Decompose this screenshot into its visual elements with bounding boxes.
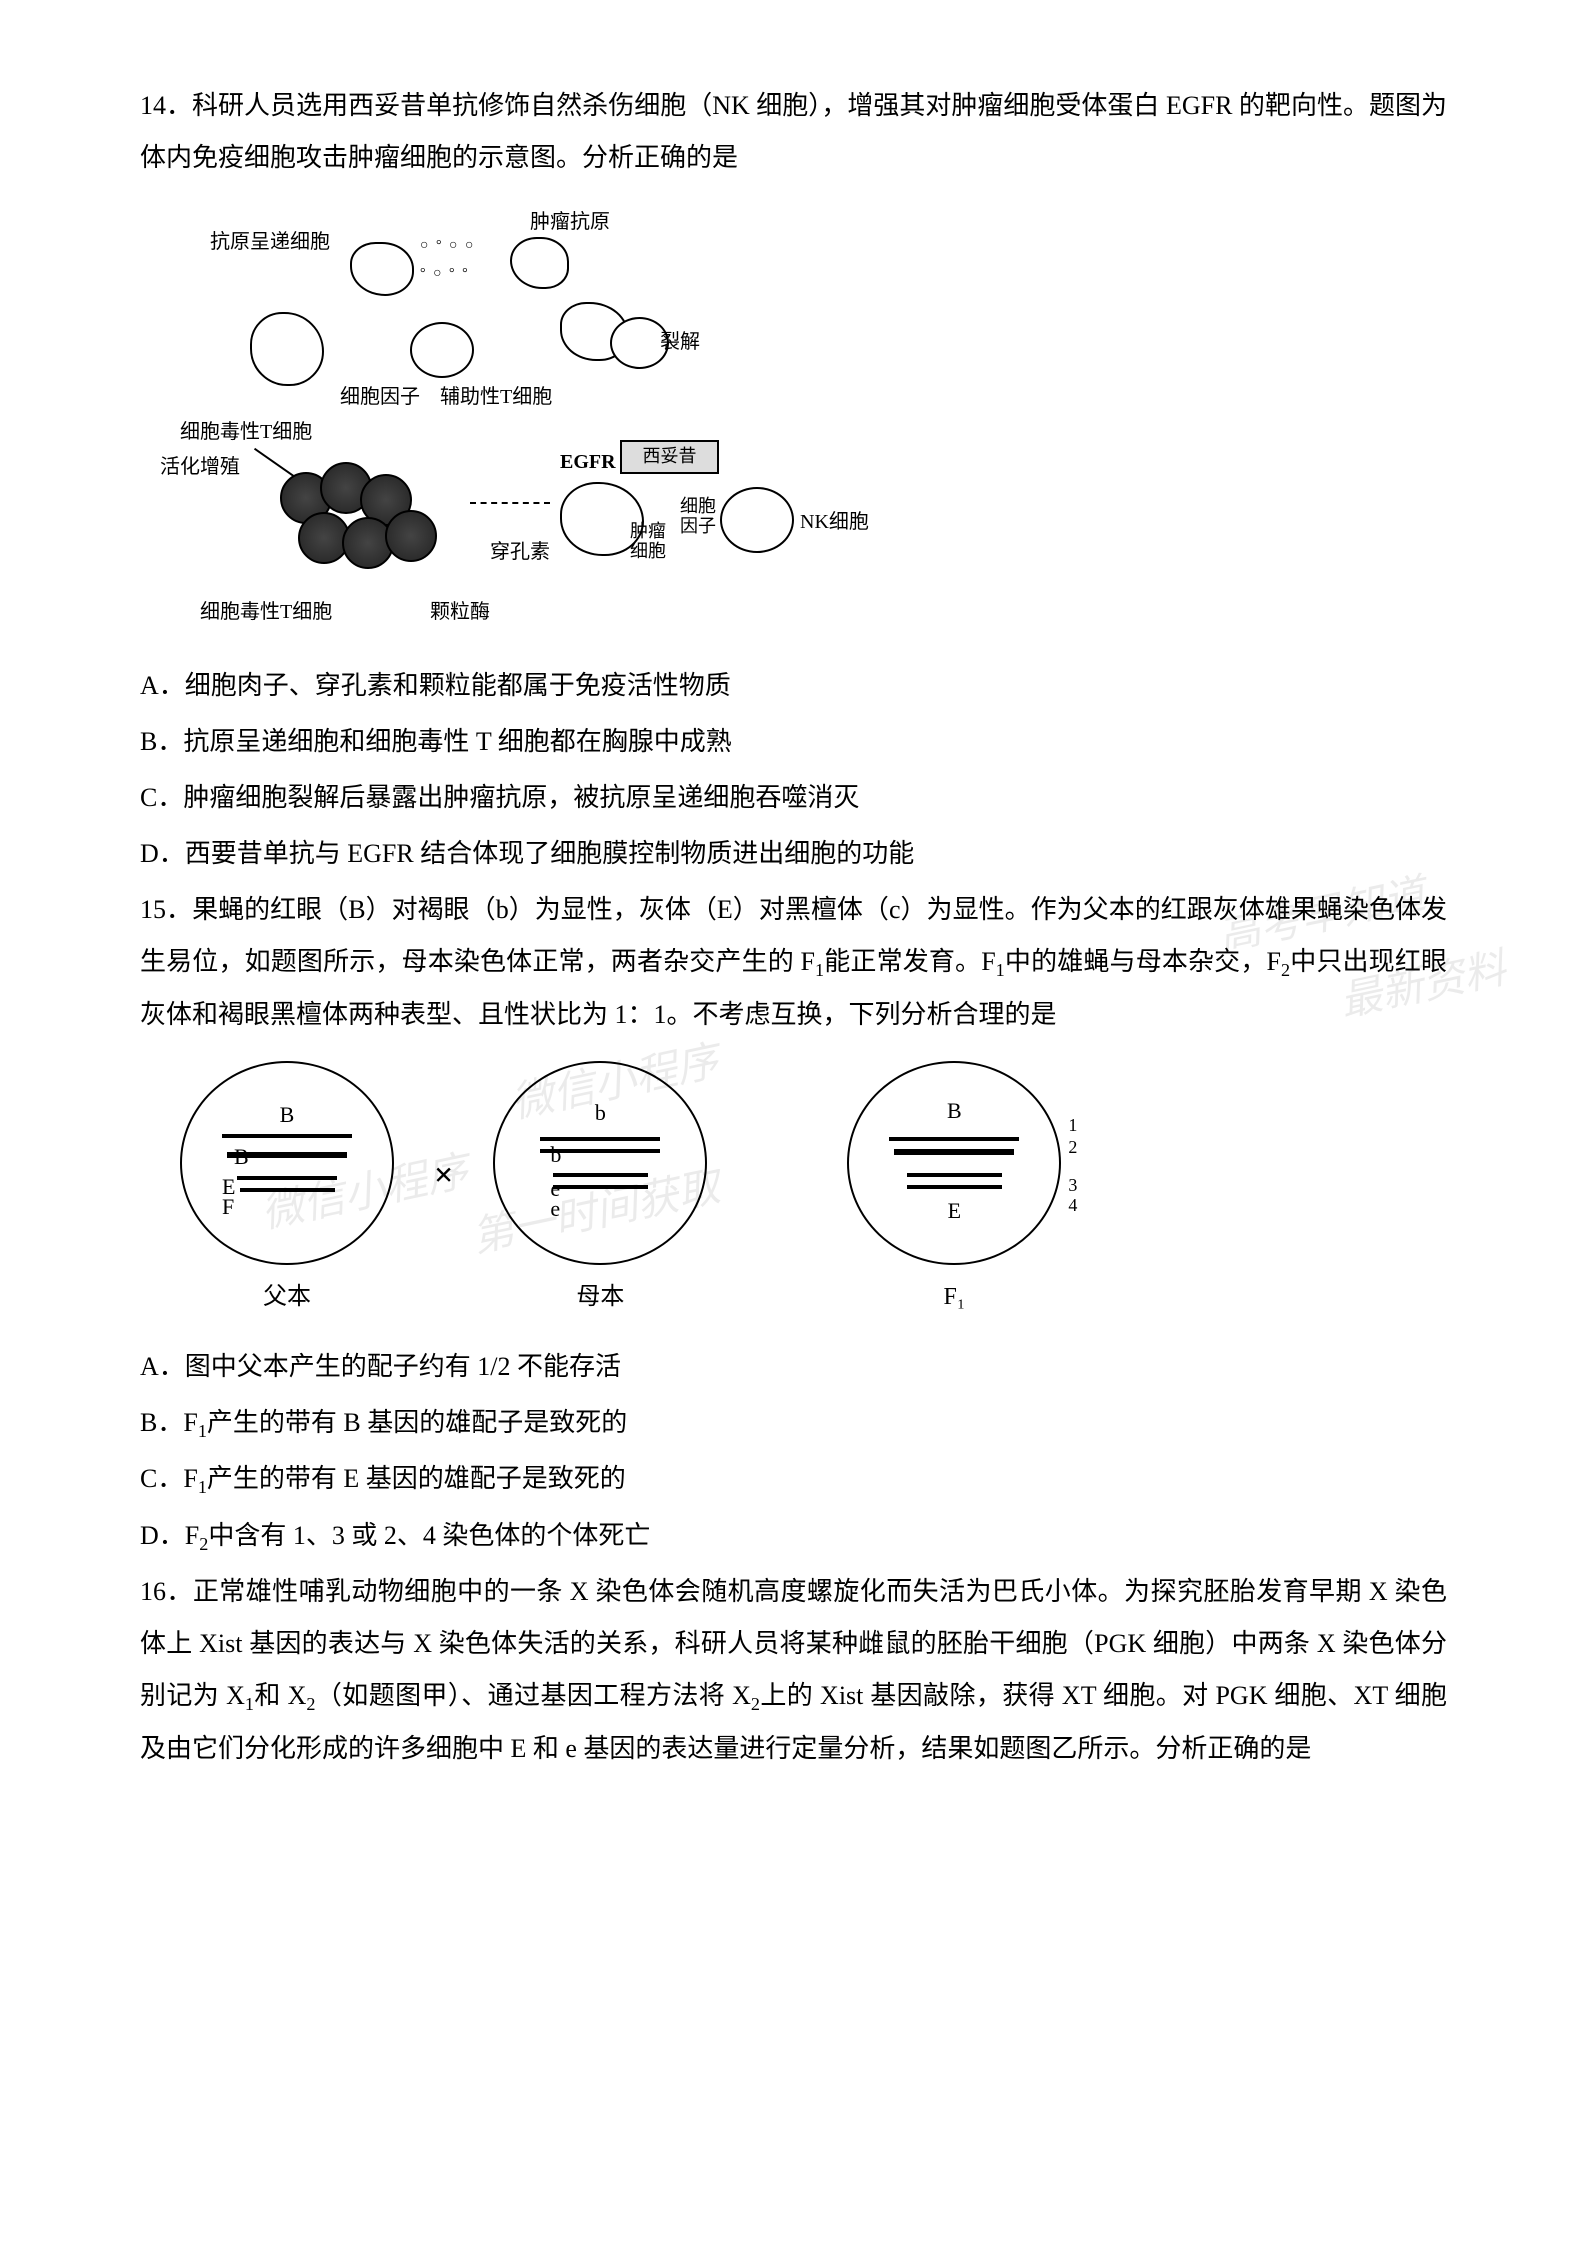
q15-c-pre: C．F xyxy=(140,1464,198,1493)
q15-sub1: 1 xyxy=(815,960,824,980)
q14-stem: 14．科研人员选用西妥昔单抗修饰自然杀伤细胞（NK 细胞），增强其对肿瘤细胞受体… xyxy=(140,80,1447,184)
mother-e2: e xyxy=(550,1187,560,1231)
q14-option-a: A．细胞肉子、穿孔素和颗粒能都属于免疫活性物质 xyxy=(140,660,1447,712)
q14-number: 14． xyxy=(140,91,192,120)
mother-cell-group: b b e e 母本 xyxy=(493,1061,707,1321)
antigen-presenting-cell-icon xyxy=(350,242,414,296)
q15-d-post: 中含有 1、3 或 2、4 染色体的个体死亡 xyxy=(208,1521,650,1550)
q15-option-c: C．F1产生的带有 E 基因的雄配子是致死的 xyxy=(140,1453,1447,1506)
label-tumor-cell: 肿瘤 细胞 xyxy=(630,522,666,562)
q15-b-sub: 1 xyxy=(198,1421,207,1441)
q15-option-d: D．F2中含有 1、3 或 2、4 染色体的个体死亡 xyxy=(140,1510,1447,1563)
q14-stem-text: 科研人员选用西妥昔单抗修饰自然杀伤细胞（NK 细胞），增强其对肿瘤细胞受体蛋白 … xyxy=(140,91,1447,172)
q14-option-d: D．西要昔单抗与 EGFR 结合体现了细胞膜控制物质进出细胞的功能 xyxy=(140,828,1447,880)
q16-number: 16． xyxy=(140,1577,193,1606)
f1-caption: F₁ xyxy=(847,1273,1061,1321)
father-caption: 父本 xyxy=(180,1273,394,1321)
tumor-antigen-cell-icon xyxy=(510,237,569,289)
q16-stem: 16．正常雄性哺乳动物细胞中的一条 X 染色体会随机高度螺旋化而失活为巴氏小体。… xyxy=(140,1566,1447,1775)
helper-t-cell-icon xyxy=(410,322,474,378)
cross-icon: × xyxy=(434,1142,453,1210)
q15-b-post: 产生的带有 B 基因的雄配子是致死的 xyxy=(207,1408,627,1437)
q14-option-b: B．抗原呈递细胞和细胞毒性 T 细胞都在胸腺中成熟 xyxy=(140,716,1447,768)
label-cytotoxic-t: 细胞毒性T细胞 xyxy=(180,412,312,452)
q15-sub3: 2 xyxy=(1281,960,1290,980)
q15-d-pre: D．F xyxy=(140,1521,199,1550)
father-F: F xyxy=(222,1185,234,1229)
label-egfr: EGFR xyxy=(560,442,616,482)
mother-b: b xyxy=(595,1091,606,1135)
q16-stem-2: 和 X xyxy=(254,1681,306,1710)
f1-cell-icon: B E 1 2 3 4 xyxy=(847,1061,1061,1265)
label-cell-factor: 细胞 因子 xyxy=(680,497,716,537)
label-helper-t: 辅助性T细胞 xyxy=(440,377,552,417)
f1-n4: 4 xyxy=(1068,1187,1077,1223)
label-cytokine: 细胞因子 xyxy=(340,377,420,417)
label-antigen-presenting: 抗原呈递细胞 xyxy=(210,222,330,262)
father-cell-group: B B E F 父本 xyxy=(180,1061,394,1321)
q15-stem-2: 能正常发育。F xyxy=(824,947,996,976)
label-granzyme: 颗粒酶 xyxy=(430,592,490,632)
label-lysis: 裂解 xyxy=(660,322,700,362)
f1-cell-group: B E 1 2 3 4 F₁ xyxy=(847,1061,1061,1321)
q16-sub1: 1 xyxy=(245,1695,254,1715)
dots-icon: ○ ° ○ ○° ○ ° ° xyxy=(420,232,475,288)
label-tumor-antigen: 肿瘤抗原 xyxy=(530,202,610,242)
nk-cell-icon xyxy=(720,487,794,553)
q15-number: 15． xyxy=(140,895,192,924)
father-B: B xyxy=(280,1093,295,1137)
q15-stem: 15．果蝇的红眼（B）对褐眼（b）为显性，灰体（E）对黑檀体（c）为显性。作为父… xyxy=(140,884,1447,1041)
q16-sub3: 2 xyxy=(751,1695,760,1715)
q14-option-c: C．肿瘤细胞裂解后暴露出肿瘤抗原，被抗原呈递细胞吞噬消灭 xyxy=(140,772,1447,824)
q15-option-a: A．图中父本产生的配子约有 1/2 不能存活 xyxy=(140,1341,1447,1393)
watermark-text: 最新资料 xyxy=(1332,927,1514,1044)
q15-d-sub: 2 xyxy=(199,1534,208,1554)
q15-c-sub: 1 xyxy=(198,1477,207,1497)
f1-n2: 2 xyxy=(1068,1129,1077,1165)
cetuximab-box: 西妥昔 xyxy=(620,440,719,474)
label-perforin: 穿孔素 xyxy=(490,532,550,572)
mother-cell-icon: b b e e xyxy=(493,1061,707,1265)
cell-cluster-icon xyxy=(280,462,460,582)
cell-icon xyxy=(250,312,324,386)
father-cell-icon: B B E F xyxy=(180,1061,394,1265)
label-act-prolif: 活化增殖 xyxy=(160,447,240,487)
f1-B: B xyxy=(947,1089,962,1133)
label-cytotoxic-t2: 细胞毒性T细胞 xyxy=(200,592,332,632)
q15-b-pre: B．F xyxy=(140,1408,198,1437)
q15-option-b: B．F1产生的带有 B 基因的雄配子是致死的 xyxy=(140,1397,1447,1450)
q15-stem-3: 中的雄蝇与母本杂交，F xyxy=(1005,947,1281,976)
q15-c-post: 产生的带有 E 基因的雄配子是致死的 xyxy=(207,1464,626,1493)
father-B2: B xyxy=(234,1135,249,1179)
q16-stem-3: （如题图甲）、通过基因工程方法将 X xyxy=(316,1681,751,1710)
label-nk: NK细胞 xyxy=(800,502,869,542)
q15-figure: 微信小程序 微信小程序 第一时间获取 B B E F 父本 × b xyxy=(180,1061,1447,1321)
mother-caption: 母本 xyxy=(493,1273,707,1321)
dashed-arrow-icon xyxy=(470,502,550,504)
q14-figure: 抗原呈递细胞 ○ ° ○ ○° ○ ° ° 肿瘤抗原 细胞因子 辅助性T细胞 裂… xyxy=(160,202,860,642)
f1-E: E xyxy=(948,1189,961,1233)
q15-sub2: 1 xyxy=(996,960,1005,980)
q16-sub2: 2 xyxy=(306,1695,315,1715)
